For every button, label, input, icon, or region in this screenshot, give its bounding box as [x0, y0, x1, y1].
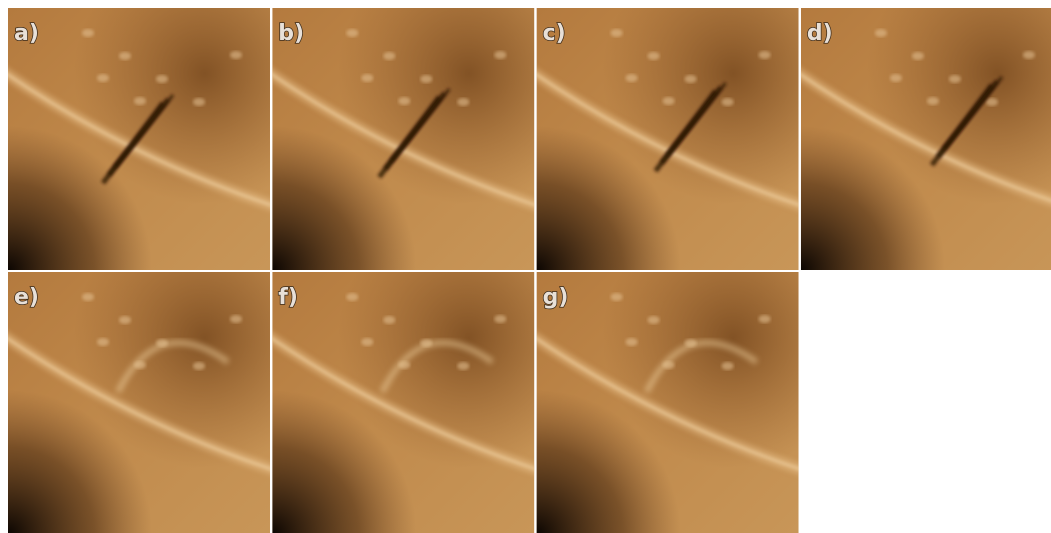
corner-shade — [8, 272, 270, 533]
panel-label: g) — [543, 285, 569, 310]
bright-spot — [986, 98, 998, 106]
panel: a) — [0, 8, 280, 270]
bright-spot — [611, 293, 623, 301]
panel-image — [527, 8, 809, 270]
panel-image — [262, 272, 544, 533]
panel-label: f) — [278, 285, 298, 310]
bright-spot — [1023, 51, 1035, 59]
panel-label: c) — [543, 21, 566, 46]
corner-shade — [272, 8, 534, 270]
panel-image — [791, 8, 1051, 270]
bright-spot — [611, 29, 623, 37]
bright-spot — [759, 51, 771, 59]
bright-spot — [759, 315, 771, 323]
bright-spot — [927, 97, 939, 105]
bright-spot — [82, 293, 94, 301]
bright-spot — [346, 29, 358, 37]
bright-spot — [361, 74, 373, 82]
bright-spot — [457, 98, 469, 106]
corner-shade — [801, 8, 1051, 270]
bright-spot — [193, 362, 205, 370]
bright-spot — [97, 338, 109, 346]
bright-spot — [193, 98, 205, 106]
bright-spot — [156, 75, 168, 83]
bright-spot — [383, 316, 395, 324]
bright-spot — [119, 52, 131, 60]
panel: e) — [0, 272, 280, 533]
bright-spot — [626, 338, 638, 346]
bright-spot — [685, 75, 697, 83]
bright-spot — [383, 52, 395, 60]
bright-spot — [663, 97, 675, 105]
panel: c) — [527, 8, 809, 270]
bright-spot — [494, 51, 506, 59]
bright-spot — [890, 74, 902, 82]
bright-spot — [230, 315, 242, 323]
bright-spot — [420, 75, 432, 83]
panel-image — [0, 272, 280, 533]
panel: f) — [262, 272, 544, 533]
bright-spot — [119, 316, 131, 324]
corner-shade — [272, 272, 534, 533]
bright-spot — [875, 29, 887, 37]
corner-shade — [537, 8, 799, 270]
panel-image — [262, 8, 544, 270]
panel: g) — [527, 272, 809, 533]
corner-shade — [537, 272, 799, 533]
bright-spot — [346, 293, 358, 301]
bright-spot — [361, 338, 373, 346]
bright-spot — [949, 75, 961, 83]
panel-label: b) — [278, 21, 304, 46]
panel: d) — [791, 8, 1051, 270]
bright-spot — [912, 52, 924, 60]
bright-spot — [82, 29, 94, 37]
panel-label: a) — [14, 21, 39, 46]
panel-label: e) — [14, 285, 39, 310]
bright-spot — [722, 98, 734, 106]
figure: a) b) c) d) e) f) g) — [0, 0, 1051, 533]
bright-spot — [494, 315, 506, 323]
bright-spot — [398, 97, 410, 105]
panel-label: d) — [807, 21, 833, 46]
panel-image — [527, 272, 809, 533]
bright-spot — [648, 316, 660, 324]
panel-image — [0, 8, 280, 270]
panel: b) — [262, 8, 544, 270]
bright-spot — [134, 97, 146, 105]
bright-spot — [626, 74, 638, 82]
bright-spot — [722, 362, 734, 370]
bright-spot — [97, 74, 109, 82]
bright-spot — [648, 52, 660, 60]
bright-spot — [230, 51, 242, 59]
bright-spot — [457, 362, 469, 370]
